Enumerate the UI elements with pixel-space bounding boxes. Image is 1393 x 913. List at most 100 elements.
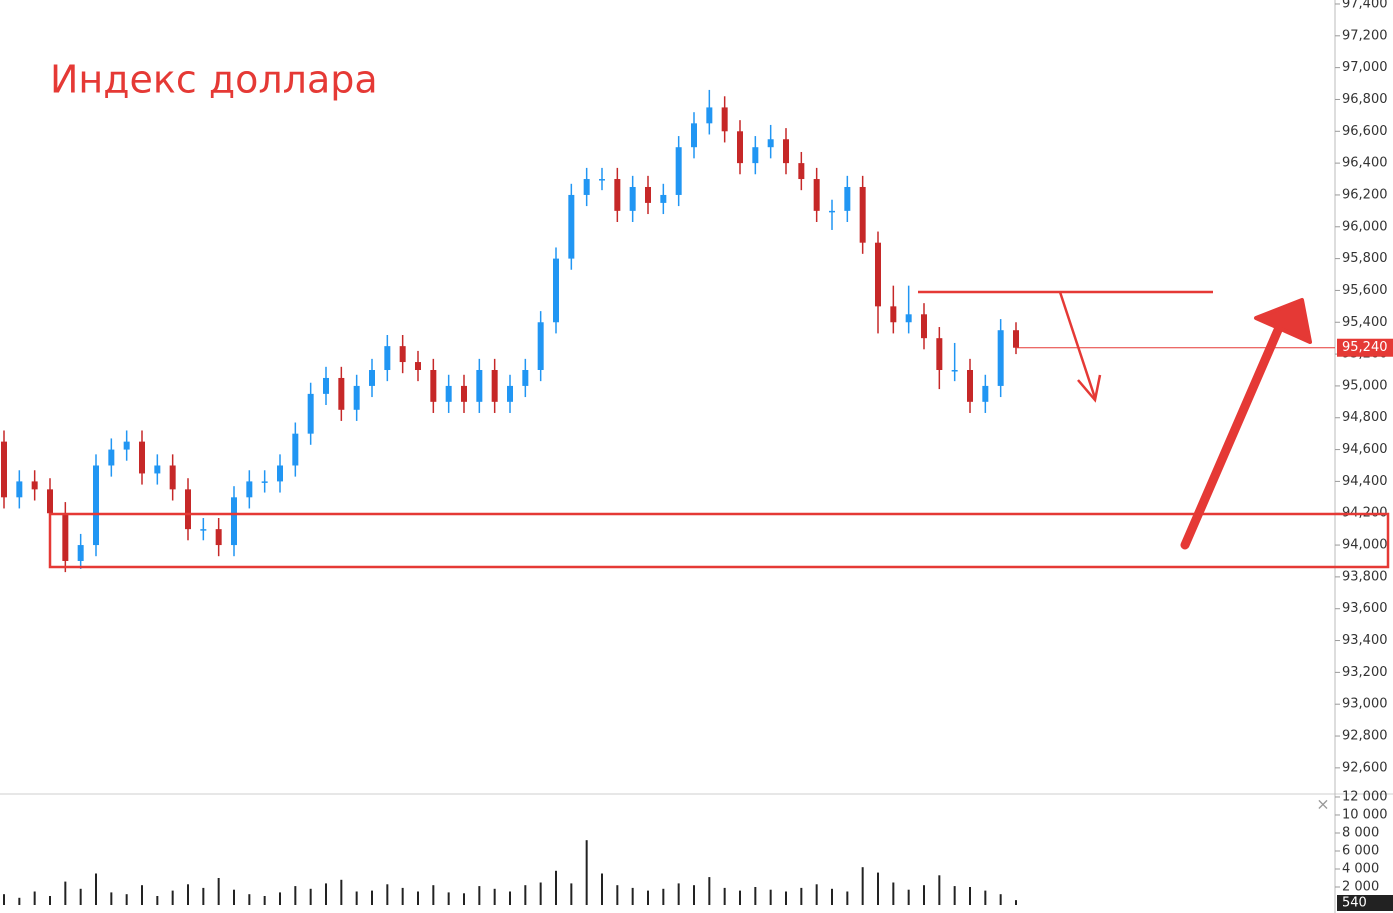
y-tick-label: 93,600	[1342, 601, 1388, 616]
volume-bar	[800, 887, 803, 905]
volume-bar	[33, 891, 36, 905]
candle-body	[767, 139, 774, 148]
candle-body	[951, 370, 958, 372]
candle-body	[507, 385, 513, 402]
last-price-label: 95,240	[1342, 340, 1388, 355]
candle-body	[1013, 330, 1019, 348]
volume-bar	[355, 891, 358, 905]
volume-bar	[601, 873, 603, 905]
y-tick-label: 95,800	[1342, 251, 1388, 266]
volume-bar	[677, 883, 680, 905]
volume-bar	[616, 885, 619, 905]
volume-bar	[953, 886, 956, 905]
y2-tick-label: 4 000	[1342, 861, 1379, 876]
close-pane-button[interactable]: ×	[1316, 795, 1329, 814]
candle-body	[445, 385, 452, 402]
candle-body	[369, 370, 375, 386]
volume-bar	[202, 887, 205, 905]
volume-bar	[524, 885, 527, 905]
y-tick-label: 92,600	[1342, 760, 1388, 775]
candle-body	[169, 465, 176, 490]
y-tick-label: 95,600	[1342, 283, 1388, 298]
last-volume-box	[1337, 895, 1393, 911]
volume-bar	[156, 895, 159, 905]
candle-body	[629, 186, 636, 211]
last-price-box	[1337, 338, 1393, 357]
volume-bar	[969, 886, 971, 905]
candle-body	[813, 179, 820, 211]
volume-bar	[386, 884, 389, 905]
candle-body	[399, 346, 406, 363]
candle-body	[139, 441, 145, 474]
candle-body	[476, 370, 483, 402]
candle-body	[307, 393, 314, 434]
volume-bar	[3, 894, 5, 905]
volume-bar	[294, 886, 297, 905]
candle-body	[614, 179, 621, 211]
volume-bar	[263, 895, 266, 905]
y-tick-label: 93,200	[1342, 665, 1388, 680]
candle-body	[47, 489, 53, 514]
y-tick-label: 96,800	[1342, 92, 1388, 107]
volume-bar	[999, 894, 1002, 905]
y-tick-label: 93,400	[1342, 633, 1388, 648]
y-tick-label: 94,600	[1342, 442, 1388, 457]
volume-bar	[861, 867, 864, 905]
candle-body	[430, 370, 437, 402]
volume-bar	[493, 888, 496, 905]
candle-body	[461, 385, 467, 402]
volume-bar	[432, 885, 435, 905]
volume-bar	[279, 892, 281, 905]
last-volume-label: 540	[1342, 896, 1367, 911]
volume-bar	[478, 886, 481, 905]
volume-bar	[79, 888, 82, 905]
candle-body	[16, 481, 23, 498]
chart-title: Индекс доллара	[50, 58, 378, 102]
y2-tick-label: 8 000	[1342, 825, 1379, 840]
candle-body	[215, 529, 222, 546]
volume-bar	[371, 890, 373, 905]
volume-bar	[95, 873, 97, 905]
candle-body	[905, 314, 912, 323]
volume-bar	[110, 892, 113, 905]
candle-body	[675, 147, 682, 195]
candle-body	[353, 385, 360, 410]
candle-body	[721, 107, 728, 132]
y-tick-label: 93,800	[1342, 569, 1388, 584]
y2-tick-label: 2 000	[1342, 879, 1379, 894]
candle-body	[859, 186, 866, 243]
volume-bar	[340, 879, 343, 905]
y2-tick-label: 12 000	[1342, 789, 1388, 804]
candle-body	[338, 377, 345, 410]
volume-bar	[447, 892, 450, 905]
volume-bar	[769, 889, 772, 905]
candle-body	[1, 441, 7, 498]
volume-bar	[141, 885, 143, 905]
y-tick-label: 93,000	[1342, 697, 1388, 712]
volume-bar	[125, 894, 128, 905]
y2-tick-label: 10 000	[1342, 807, 1388, 822]
volume-bar	[723, 887, 726, 905]
volume-bar	[217, 877, 220, 905]
y-tick-label: 97,000	[1342, 60, 1388, 75]
candle-body	[261, 481, 268, 483]
candle-body	[246, 481, 253, 498]
volume-bar	[64, 881, 67, 905]
y-tick-label: 96,400	[1342, 156, 1388, 171]
volume-bar	[739, 890, 741, 905]
candle-body	[997, 330, 1004, 386]
candle-body	[890, 306, 897, 323]
volume-bar	[831, 888, 833, 905]
y-tick-label: 97,400	[1342, 0, 1388, 11]
candle-body	[415, 362, 421, 371]
volume-bar	[171, 890, 174, 905]
down-arrow-head	[1077, 374, 1102, 403]
volume-bar	[309, 888, 312, 905]
volume-bar	[662, 888, 665, 905]
y-tick-label: 94,800	[1342, 410, 1388, 425]
candle-body	[798, 163, 805, 180]
candle-body	[829, 210, 835, 213]
volume-bar	[509, 891, 511, 905]
volume-bar	[1015, 900, 1017, 905]
